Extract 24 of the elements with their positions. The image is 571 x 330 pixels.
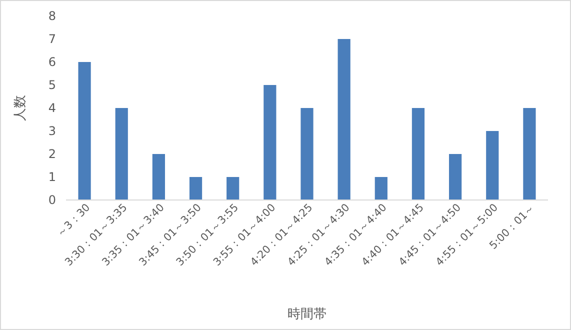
bar bbox=[78, 62, 91, 200]
y-axis-title: 人数 bbox=[13, 95, 28, 121]
bar bbox=[523, 108, 536, 200]
bar bbox=[486, 131, 499, 200]
y-tick-label: 5 bbox=[48, 78, 56, 92]
y-tick-label: 8 bbox=[48, 9, 56, 23]
bar bbox=[300, 108, 314, 200]
y-tick-label: 2 bbox=[48, 147, 56, 161]
bar bbox=[226, 177, 240, 200]
bar bbox=[115, 108, 128, 200]
y-tick-label: 7 bbox=[48, 32, 56, 46]
bar bbox=[338, 39, 350, 200]
x-axis-title: 時間帯 bbox=[288, 307, 326, 322]
y-tick-label: 0 bbox=[48, 193, 56, 207]
bar bbox=[152, 154, 165, 200]
y-tick-label: 1 bbox=[48, 170, 56, 184]
bar bbox=[374, 177, 388, 200]
y-tick-label: 3 bbox=[48, 124, 56, 138]
y-tick-label: 4 bbox=[48, 101, 56, 115]
y-tick-label: 6 bbox=[48, 55, 56, 69]
bar bbox=[189, 177, 202, 200]
bar bbox=[449, 154, 462, 200]
bar bbox=[264, 85, 276, 200]
bar bbox=[412, 108, 425, 200]
